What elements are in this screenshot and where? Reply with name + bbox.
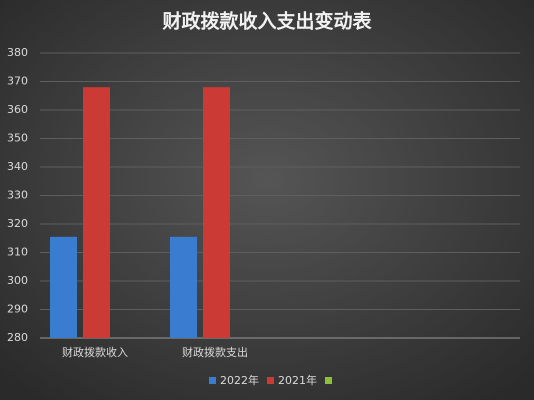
y-tick-label: 350: [7, 132, 28, 145]
y-tick-label: 290: [7, 303, 28, 316]
legend-swatch: [267, 377, 274, 384]
y-tick-label: 370: [7, 75, 28, 88]
y-tick-label: 360: [7, 103, 28, 116]
y-tick-label: 310: [7, 246, 28, 259]
chart-title: 财政拨款收入支出变动表: [162, 10, 372, 33]
y-tick-label: 320: [7, 217, 28, 230]
bar: [50, 236, 77, 338]
y-tick-label: 330: [7, 189, 28, 202]
x-tick-label: 财政拨款支出: [182, 345, 248, 359]
y-tick-label: 280: [7, 331, 28, 344]
legend-swatch: [209, 377, 216, 384]
y-tick-label: 300: [7, 274, 28, 287]
bar: [203, 87, 230, 338]
y-tick-label: 380: [7, 46, 28, 59]
x-tick-label: 财政拨款收入: [62, 345, 128, 359]
legend-swatch: [325, 377, 332, 384]
legend-label: 2022年: [220, 373, 259, 387]
bar: [83, 87, 110, 338]
bar: [170, 236, 197, 338]
legend-label: 2021年: [278, 373, 317, 387]
y-tick-label: 340: [7, 160, 28, 173]
